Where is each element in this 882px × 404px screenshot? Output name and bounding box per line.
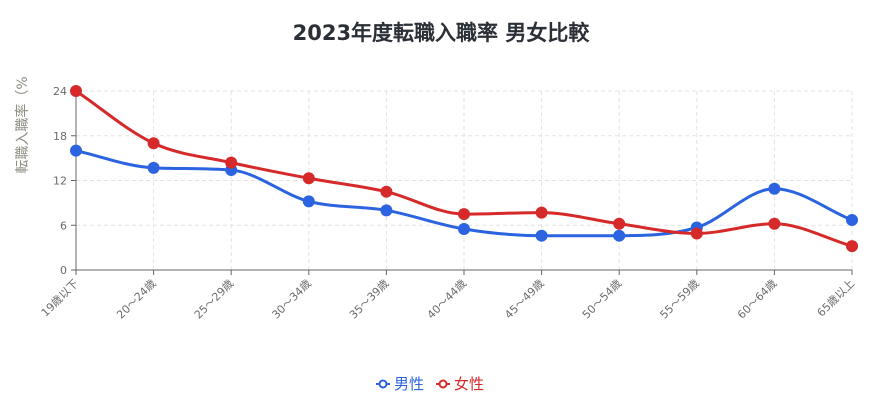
x-tick-label: 35〜39歳 <box>347 277 392 322</box>
grid <box>75 90 853 270</box>
x-tick-label: 45〜49歳 <box>502 277 547 322</box>
y-tick-label: 6 <box>60 219 67 232</box>
legend-item-1[interactable]: 女性 <box>436 375 484 393</box>
data-point-1-4[interactable] <box>380 185 393 198</box>
y-tick-label: 18 <box>53 130 67 143</box>
data-point-1-2[interactable] <box>225 156 238 169</box>
y-tick-label: 24 <box>53 85 67 98</box>
x-tick-label: 60〜64歳 <box>735 277 780 322</box>
data-point-1-0[interactable] <box>70 85 82 97</box>
data-point-1-5[interactable] <box>458 208 470 221</box>
legend-label-0: 男性 <box>394 375 424 393</box>
legend-marker-0 <box>378 379 388 389</box>
y-axis-label: 転職入職率（% <box>14 76 31 173</box>
x-tick-label: 40〜44歳 <box>425 277 470 322</box>
y-tick-label: 0 <box>60 264 67 277</box>
series-group <box>70 85 858 253</box>
data-point-0-1[interactable] <box>147 161 160 174</box>
data-point-0-4[interactable] <box>380 204 393 217</box>
legend[interactable]: 男性 女性 <box>376 375 484 393</box>
x-tick-label: 55〜59歳 <box>657 277 702 322</box>
x-tick-label: 25〜29歳 <box>192 277 237 322</box>
data-point-1-8[interactable] <box>690 227 703 240</box>
data-point-1-10[interactable] <box>846 240 858 253</box>
data-point-1-6[interactable] <box>535 206 548 219</box>
x-tick-label: 19歳以下 <box>39 277 81 319</box>
data-point-0-10[interactable] <box>846 214 858 227</box>
legend-marker-1 <box>438 379 448 389</box>
legend-label-1: 女性 <box>454 375 484 393</box>
data-point-0-6[interactable] <box>535 229 548 242</box>
data-point-0-7[interactable] <box>613 229 626 242</box>
data-point-0-5[interactable] <box>458 222 470 235</box>
data-point-0-9[interactable] <box>768 182 781 195</box>
data-point-1-7[interactable] <box>613 217 626 230</box>
x-tick-label: 65歳以上 <box>815 277 857 319</box>
y-tick-label: 12 <box>53 175 67 188</box>
x-tick-label: 20〜24歳 <box>114 277 159 322</box>
chart-title: 2023年度転職入職率 男女比較 <box>293 21 591 45</box>
data-point-0-3[interactable] <box>302 195 315 208</box>
legend-item-0[interactable]: 男性 <box>376 375 424 393</box>
data-point-1-3[interactable] <box>302 172 315 185</box>
data-point-0-0[interactable] <box>70 144 82 157</box>
data-point-1-1[interactable] <box>147 137 160 150</box>
x-tick-label: 30〜34歳 <box>269 277 314 322</box>
x-tick-label: 50〜54歳 <box>580 277 625 322</box>
data-point-1-9[interactable] <box>768 217 781 230</box>
axes: 0 6 12 18 24 19歳以下 20〜24歳 25〜29歳 30〜34歳 35〜39歳 40〜… <box>39 85 857 321</box>
